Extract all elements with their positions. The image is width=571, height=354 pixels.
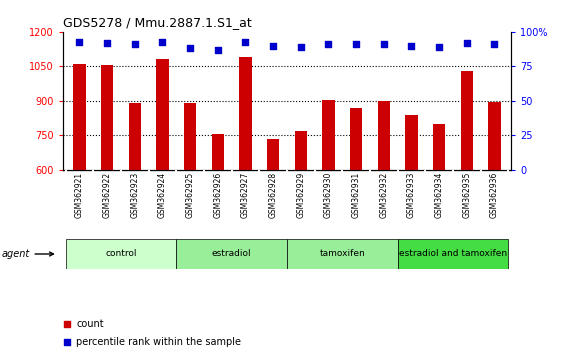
Text: GSM362927: GSM362927: [241, 172, 250, 218]
Point: [296, 44, 305, 50]
Point: [323, 250, 332, 255]
Point: [158, 39, 167, 44]
Bar: [184, 103, 196, 170]
Text: GSM362922: GSM362922: [103, 172, 111, 218]
Point: [352, 41, 361, 47]
Point: [213, 47, 222, 53]
Bar: [211, 134, 224, 170]
Text: GSM362931: GSM362931: [352, 172, 361, 218]
Bar: [66, 239, 176, 269]
Point: [186, 46, 195, 51]
Point: [490, 41, 499, 47]
Point: [130, 41, 139, 47]
Point: [407, 43, 416, 48]
Text: agent: agent: [1, 249, 54, 259]
Text: GSM362933: GSM362933: [407, 172, 416, 218]
Text: count: count: [77, 319, 104, 329]
Point: [75, 39, 84, 44]
Bar: [267, 139, 279, 170]
Text: GSM362923: GSM362923: [130, 172, 139, 218]
Text: GSM362925: GSM362925: [186, 172, 195, 218]
Bar: [461, 71, 473, 170]
Bar: [287, 239, 397, 269]
Bar: [433, 124, 445, 170]
Bar: [488, 102, 501, 170]
Bar: [101, 65, 113, 170]
Text: percentile rank within the sample: percentile rank within the sample: [77, 337, 242, 347]
Point: [324, 41, 333, 47]
Bar: [176, 239, 287, 269]
Text: GSM362930: GSM362930: [324, 172, 333, 218]
Bar: [397, 239, 508, 269]
Point: [323, 88, 332, 94]
Bar: [350, 108, 363, 170]
Text: GSM362934: GSM362934: [435, 172, 444, 218]
Point: [462, 40, 471, 46]
Text: control: control: [105, 250, 136, 258]
Point: [379, 41, 388, 47]
Point: [268, 43, 278, 48]
Bar: [405, 115, 417, 170]
Point: [241, 39, 250, 44]
Bar: [377, 101, 390, 170]
Text: tamoxifen: tamoxifen: [319, 250, 365, 258]
Bar: [128, 103, 141, 170]
Point: [103, 40, 112, 46]
Bar: [73, 64, 86, 170]
Bar: [322, 100, 335, 170]
Bar: [239, 57, 252, 170]
Text: GSM362936: GSM362936: [490, 172, 499, 218]
Bar: [156, 59, 168, 170]
Text: GSM362921: GSM362921: [75, 172, 84, 218]
Text: GSM362926: GSM362926: [213, 172, 222, 218]
Text: estradiol and tamoxifen: estradiol and tamoxifen: [399, 250, 507, 258]
Text: GSM362929: GSM362929: [296, 172, 305, 218]
Bar: [295, 131, 307, 170]
Text: GSM362932: GSM362932: [379, 172, 388, 218]
Text: GSM362935: GSM362935: [463, 172, 471, 218]
Text: GDS5278 / Mmu.2887.1.S1_at: GDS5278 / Mmu.2887.1.S1_at: [63, 16, 252, 29]
Text: GSM362924: GSM362924: [158, 172, 167, 218]
Text: estradiol: estradiol: [212, 250, 251, 258]
Point: [435, 44, 444, 50]
Text: GSM362928: GSM362928: [268, 172, 278, 218]
